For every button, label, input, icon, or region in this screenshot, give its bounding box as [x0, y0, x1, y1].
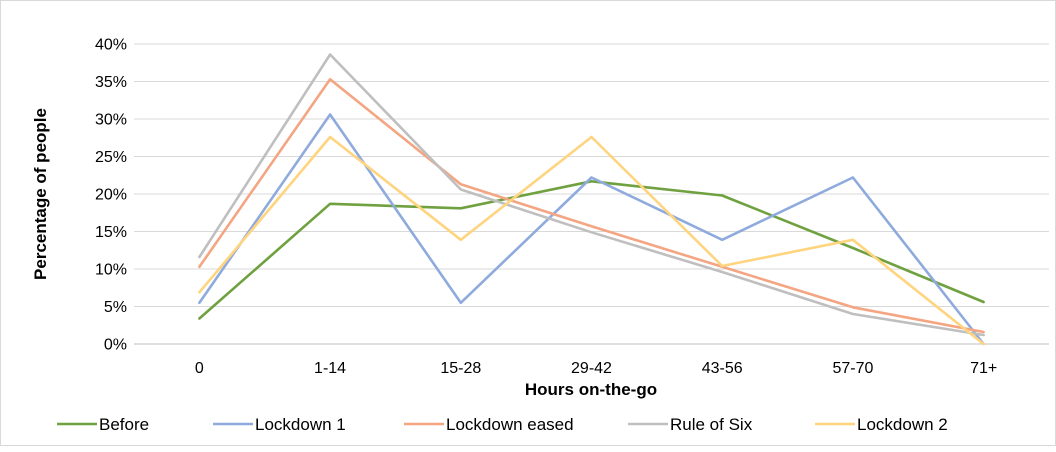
- series-line-rule-of-six: [198, 53, 985, 337]
- x-tick-label: 29-42: [571, 360, 612, 377]
- y-tick-label: 20%: [95, 187, 127, 204]
- x-tick-label: 71+: [970, 360, 997, 377]
- y-tick-label: 15%: [95, 224, 127, 241]
- legend-label-rule-of-six: Rule of Six: [670, 415, 753, 434]
- series-line-lockdown-1: [198, 113, 985, 346]
- x-tick-label: 43-56: [702, 360, 743, 377]
- y-tick-label: 10%: [95, 262, 127, 279]
- axes: 0% 5% 10% 15% 20% 25% 30% 35% 40% 0 1-14 15-28 29-42…: [95, 37, 997, 378]
- y-tick-label: 25%: [95, 149, 127, 166]
- y-tick-label: 40%: [95, 37, 127, 54]
- legend: Before Lockdown 1 Lockdown eased Rule of Si…: [57, 415, 948, 434]
- x-axis-title: Hours on-the-go: [525, 380, 657, 399]
- series-line-lockdown-eased: [198, 78, 985, 334]
- x-tick-label: 15-28: [440, 360, 481, 377]
- x-tick-label: 0: [195, 360, 204, 377]
- x-tick-label: 1-14: [314, 360, 346, 377]
- series-lines: [198, 53, 985, 346]
- legend-label-before: Before: [99, 415, 149, 434]
- legend-label-lockdown-eased: Lockdown eased: [446, 415, 574, 434]
- series-line-before: [198, 180, 985, 320]
- y-tick-label: 5%: [104, 299, 127, 316]
- y-tick-label: 0%: [104, 337, 127, 354]
- legend-label-lockdown-2: Lockdown 2: [857, 415, 948, 434]
- y-tick-label: 35%: [95, 74, 127, 91]
- y-axis-title: Percentage of people: [31, 108, 50, 280]
- gridlines: [134, 43, 1049, 345]
- series-line-lockdown-2: [198, 135, 985, 346]
- legend-label-lockdown-1: Lockdown 1: [255, 415, 346, 434]
- y-tick-label: 30%: [95, 112, 127, 129]
- x-tick-label: 57-70: [832, 360, 873, 377]
